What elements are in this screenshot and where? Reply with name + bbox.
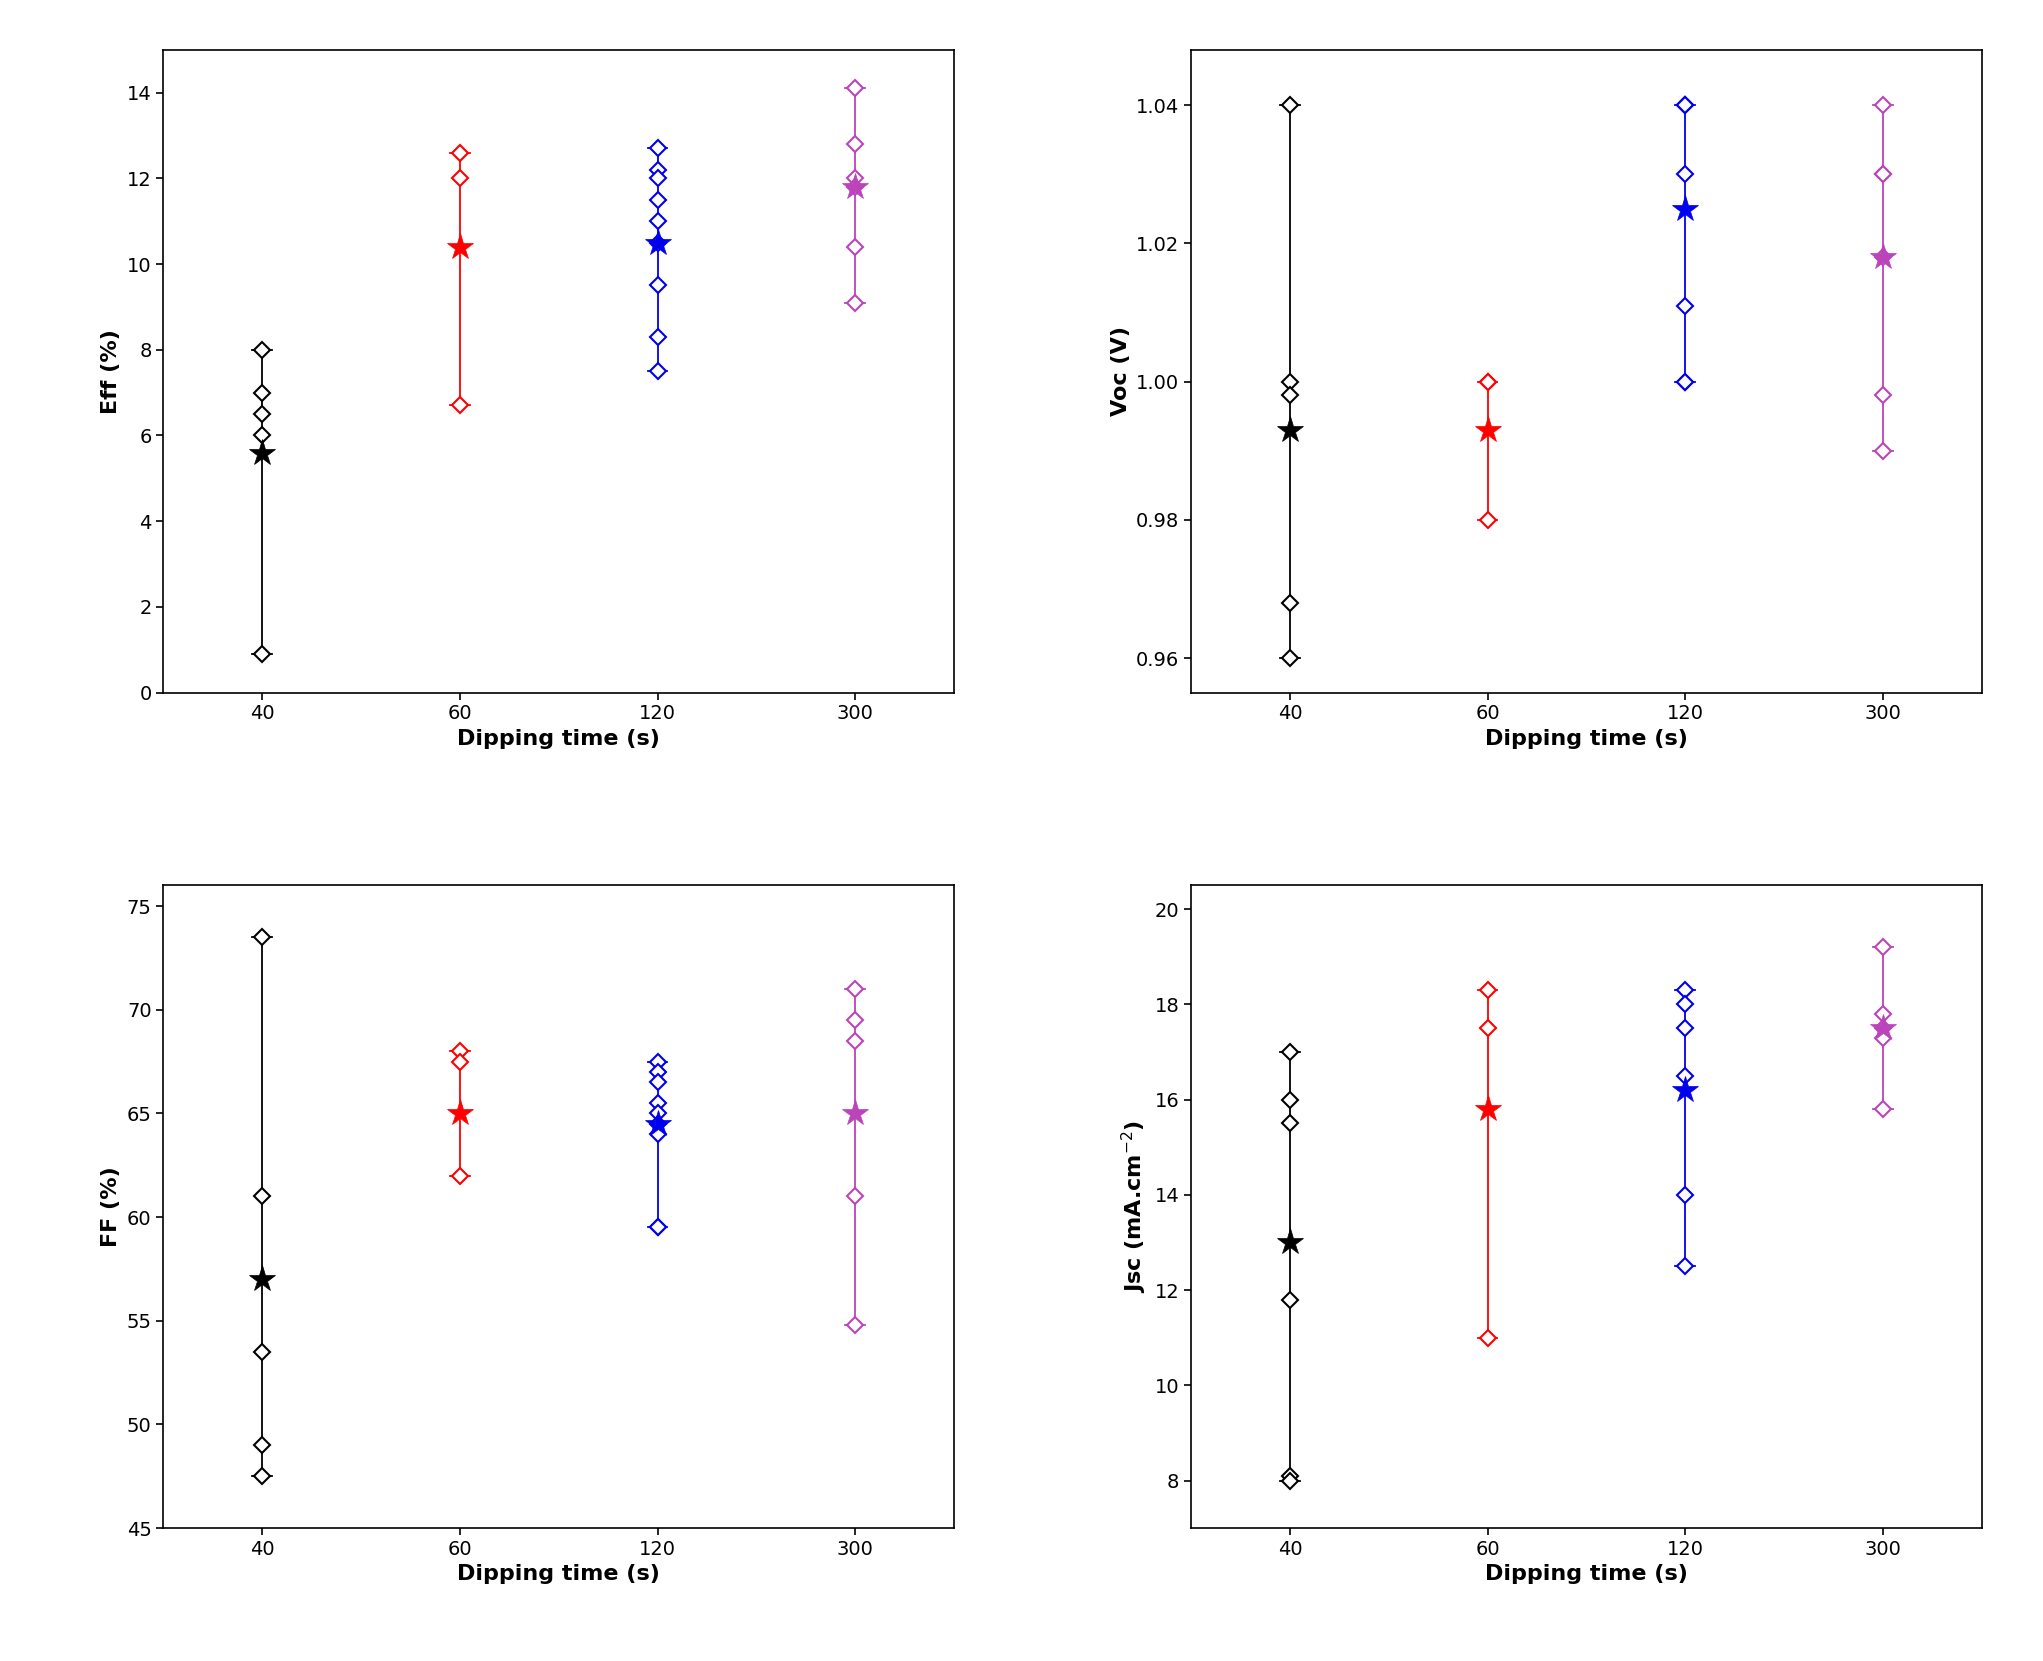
Y-axis label: Eff (%): Eff (%) xyxy=(102,329,121,414)
Y-axis label: Jsc (mA.cm$^{-2}$): Jsc (mA.cm$^{-2}$) xyxy=(1120,1120,1148,1294)
X-axis label: Dipping time (s): Dipping time (s) xyxy=(458,729,660,749)
X-axis label: Dipping time (s): Dipping time (s) xyxy=(458,1565,660,1585)
X-axis label: Dipping time (s): Dipping time (s) xyxy=(1485,1565,1688,1585)
X-axis label: Dipping time (s): Dipping time (s) xyxy=(1485,729,1688,749)
Y-axis label: FF (%): FF (%) xyxy=(100,1166,121,1247)
Y-axis label: Voc (V): Voc (V) xyxy=(1111,326,1130,417)
